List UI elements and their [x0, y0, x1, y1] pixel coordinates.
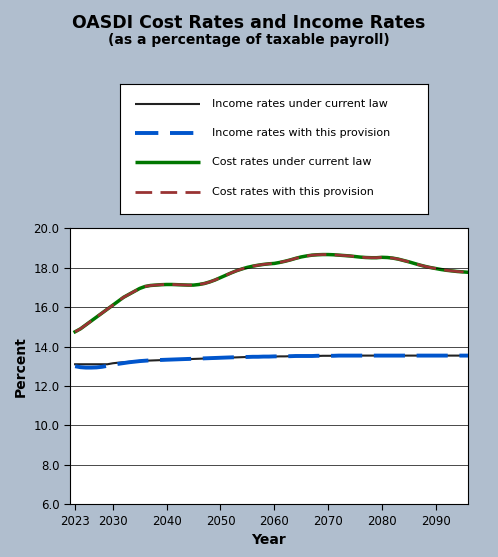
Text: (as a percentage of taxable payroll): (as a percentage of taxable payroll): [108, 33, 390, 47]
Text: OASDI Cost Rates and Income Rates: OASDI Cost Rates and Income Rates: [72, 14, 426, 32]
Text: Cost rates with this provision: Cost rates with this provision: [212, 187, 374, 197]
Text: Income rates under current law: Income rates under current law: [212, 100, 388, 110]
Text: Income rates with this provision: Income rates with this provision: [212, 128, 390, 138]
Y-axis label: Percent: Percent: [13, 336, 27, 397]
Text: Cost rates under current law: Cost rates under current law: [212, 157, 372, 167]
X-axis label: Year: Year: [251, 533, 286, 547]
